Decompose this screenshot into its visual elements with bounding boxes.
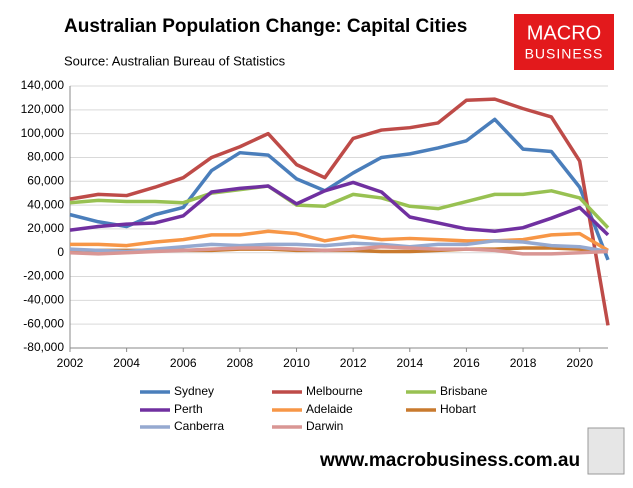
x-tick-label: 2008: [227, 356, 254, 370]
x-tick-label: 2010: [283, 356, 310, 370]
y-tick-label: 40,000: [27, 197, 64, 211]
x-tick-label: 2004: [113, 356, 140, 370]
logo-box: [514, 14, 614, 70]
y-tick-label: 0: [57, 245, 64, 259]
x-tick-label: 2012: [340, 356, 367, 370]
y-tick-label: -80,000: [23, 340, 64, 354]
y-tick-label: 140,000: [21, 78, 65, 92]
x-tick-label: 2006: [170, 356, 197, 370]
x-tick-label: 2002: [57, 356, 84, 370]
chart-title: Australian Population Change: Capital Ci…: [64, 16, 467, 37]
series-line: [69, 97, 610, 326]
y-tick-label: 80,000: [27, 150, 64, 164]
footer-url: www.macrobusiness.com.au: [319, 450, 580, 471]
y-tick-label: 60,000: [27, 173, 64, 187]
series-line: [70, 229, 609, 252]
chart-subtitle: Source: Australian Bureau of Statistics: [64, 53, 286, 68]
logo-icon: [587, 427, 625, 475]
x-tick-label: 2014: [396, 356, 423, 370]
y-tick-label: 120,000: [21, 102, 65, 116]
legend-label: Hobart: [440, 402, 477, 416]
y-tick-label: -60,000: [23, 316, 64, 330]
logo-text: BUSINESS: [525, 46, 604, 62]
y-tick-label: -40,000: [23, 293, 64, 307]
series-line: [69, 184, 610, 229]
legend-label: Canberra: [174, 419, 224, 433]
y-tick-label: 100,000: [21, 126, 65, 140]
legend-label: Brisbane: [440, 384, 488, 398]
legend-label: Darwin: [306, 419, 343, 433]
series-line: [69, 117, 610, 261]
legend-label: Sydney: [174, 384, 214, 398]
series-line: [69, 245, 609, 256]
x-tick-label: 2018: [510, 356, 537, 370]
series-line: [69, 239, 609, 254]
legend-label: Perth: [174, 402, 203, 416]
legend-label: Melbourne: [306, 384, 363, 398]
series-line: [69, 180, 610, 237]
legend-label: Adelaide: [306, 402, 353, 416]
y-tick-label: -20,000: [23, 269, 64, 283]
y-tick-label: 20,000: [27, 221, 64, 235]
x-tick-label: 2016: [453, 356, 480, 370]
logo-text: MACRO: [527, 22, 601, 44]
x-tick-label: 2020: [566, 356, 593, 370]
